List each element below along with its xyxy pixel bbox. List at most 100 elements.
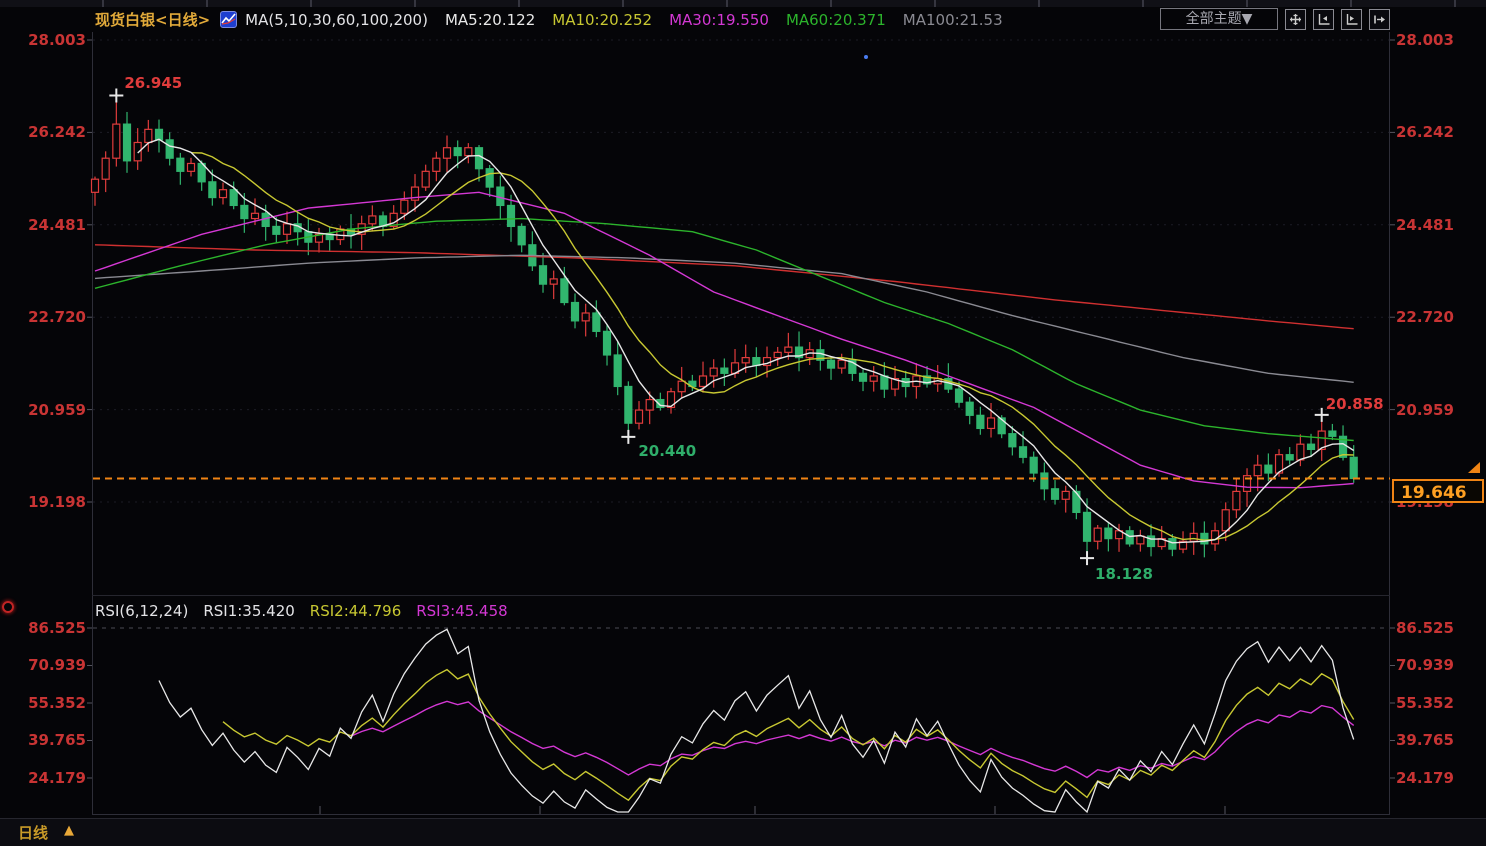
candle xyxy=(240,204,249,220)
candle xyxy=(858,372,868,382)
candle xyxy=(133,141,142,162)
candle xyxy=(517,225,526,246)
price-axis-label-left: 24.481 xyxy=(28,215,86,234)
candle xyxy=(368,215,377,225)
candle xyxy=(90,178,100,193)
candle xyxy=(176,157,185,172)
price-axis-label-right: 28.003 xyxy=(1396,31,1454,49)
rsi-value-label: RSI2:44.796 xyxy=(309,602,402,620)
candle xyxy=(1104,527,1113,540)
candle xyxy=(922,375,932,385)
top-tab-strip xyxy=(0,0,1486,7)
candle xyxy=(282,223,292,235)
candle xyxy=(442,147,452,159)
candle xyxy=(1168,538,1177,550)
candle xyxy=(1338,435,1348,458)
time-axis-bar xyxy=(0,818,1486,846)
price-annotation: 26.945 xyxy=(124,73,183,92)
candle xyxy=(1317,430,1326,451)
price-axis-label-right: 20.959 xyxy=(1396,400,1454,419)
rsi1-line xyxy=(158,628,1355,814)
rsi-axis-label-left: 24.179 xyxy=(28,768,86,787)
shift-right-icon[interactable] xyxy=(1369,8,1390,30)
rsi-axis-label-right: 24.179 xyxy=(1396,768,1454,787)
candle xyxy=(997,417,1006,435)
theme-dropdown-button[interactable]: 全部主题▼ xyxy=(1160,8,1278,30)
price-annotation: 20.858 xyxy=(1325,394,1384,413)
candle xyxy=(165,139,174,159)
extreme-cross-marker xyxy=(1314,407,1329,422)
candle xyxy=(538,265,548,285)
extreme-cross-marker xyxy=(621,429,636,444)
candle xyxy=(1306,443,1316,451)
extreme-cross-marker xyxy=(1080,551,1095,566)
candle xyxy=(1296,443,1305,461)
candle xyxy=(869,375,878,382)
ma30-line xyxy=(94,191,1354,489)
candle xyxy=(1061,490,1070,500)
candle xyxy=(101,157,110,180)
candle xyxy=(1285,454,1294,461)
candle xyxy=(549,278,558,285)
candle xyxy=(794,346,804,359)
candle xyxy=(613,354,622,388)
candle xyxy=(1200,532,1209,545)
candle xyxy=(592,312,601,332)
candle xyxy=(1018,446,1028,458)
rsi-value-label: RSI1:35.420 xyxy=(203,602,295,620)
candle xyxy=(186,162,196,172)
candle xyxy=(1082,511,1092,542)
rsi-axis-label-left: 39.765 xyxy=(28,731,86,750)
candle xyxy=(720,367,729,374)
candle xyxy=(890,377,900,390)
ma200-line xyxy=(94,244,1354,330)
candle xyxy=(1328,430,1337,437)
candle xyxy=(154,128,164,141)
candle xyxy=(1029,456,1038,474)
candle xyxy=(410,186,420,201)
candle xyxy=(1008,433,1017,448)
axis-scale-left-icon[interactable] xyxy=(1313,8,1334,30)
candle xyxy=(144,128,153,144)
period-arrow-icon[interactable]: ▲ xyxy=(64,823,74,838)
candle xyxy=(741,357,750,364)
axis-scale-right-icon[interactable] xyxy=(1341,8,1362,30)
rsi-axis-label-left: 70.939 xyxy=(28,656,86,675)
candle xyxy=(432,157,441,172)
price-annotation: 18.128 xyxy=(1095,565,1153,584)
rsi-params-label: RSI(6,12,24) xyxy=(95,601,189,620)
rsi-axis-label-right: 86.525 xyxy=(1396,619,1454,637)
candle xyxy=(272,225,281,235)
rsi-values-group: RSI1:35.420 RSI2:44.796 RSI3:45.458 xyxy=(188,601,507,620)
candle xyxy=(560,278,569,304)
candle xyxy=(453,147,462,157)
price-arrow-icon xyxy=(1468,462,1480,473)
candle xyxy=(485,168,494,188)
indicator-settings-icon[interactable] xyxy=(2,601,14,613)
rsi-value-label: RSI3:45.458 xyxy=(416,602,508,620)
marker-dot xyxy=(864,55,868,59)
candle xyxy=(474,147,484,170)
candle xyxy=(1221,509,1230,532)
extreme-cross-marker xyxy=(109,88,124,103)
candle xyxy=(1264,464,1273,474)
candle xyxy=(1189,532,1198,542)
ma10-line xyxy=(190,152,1354,541)
candle xyxy=(208,181,217,199)
indicator-header-bar: 现货白银<日线> MA(5,10,30,60,100,200) MA5:20.1… xyxy=(0,7,1486,32)
ma100-line xyxy=(94,254,1354,383)
price-axis-label-left: 26.242 xyxy=(28,123,86,142)
crosshair-icon[interactable] xyxy=(1285,8,1306,30)
candle xyxy=(954,388,964,403)
price-axis-label-right: 24.481 xyxy=(1396,215,1454,234)
ma-params-label: MA(5,10,30,60,100,200) xyxy=(245,10,428,29)
candle xyxy=(464,147,473,157)
candle xyxy=(784,346,793,353)
candle xyxy=(698,375,708,388)
candle xyxy=(1050,488,1060,500)
candle xyxy=(848,359,857,374)
candle xyxy=(773,351,782,359)
period-selector[interactable]: 日线 xyxy=(18,824,49,842)
